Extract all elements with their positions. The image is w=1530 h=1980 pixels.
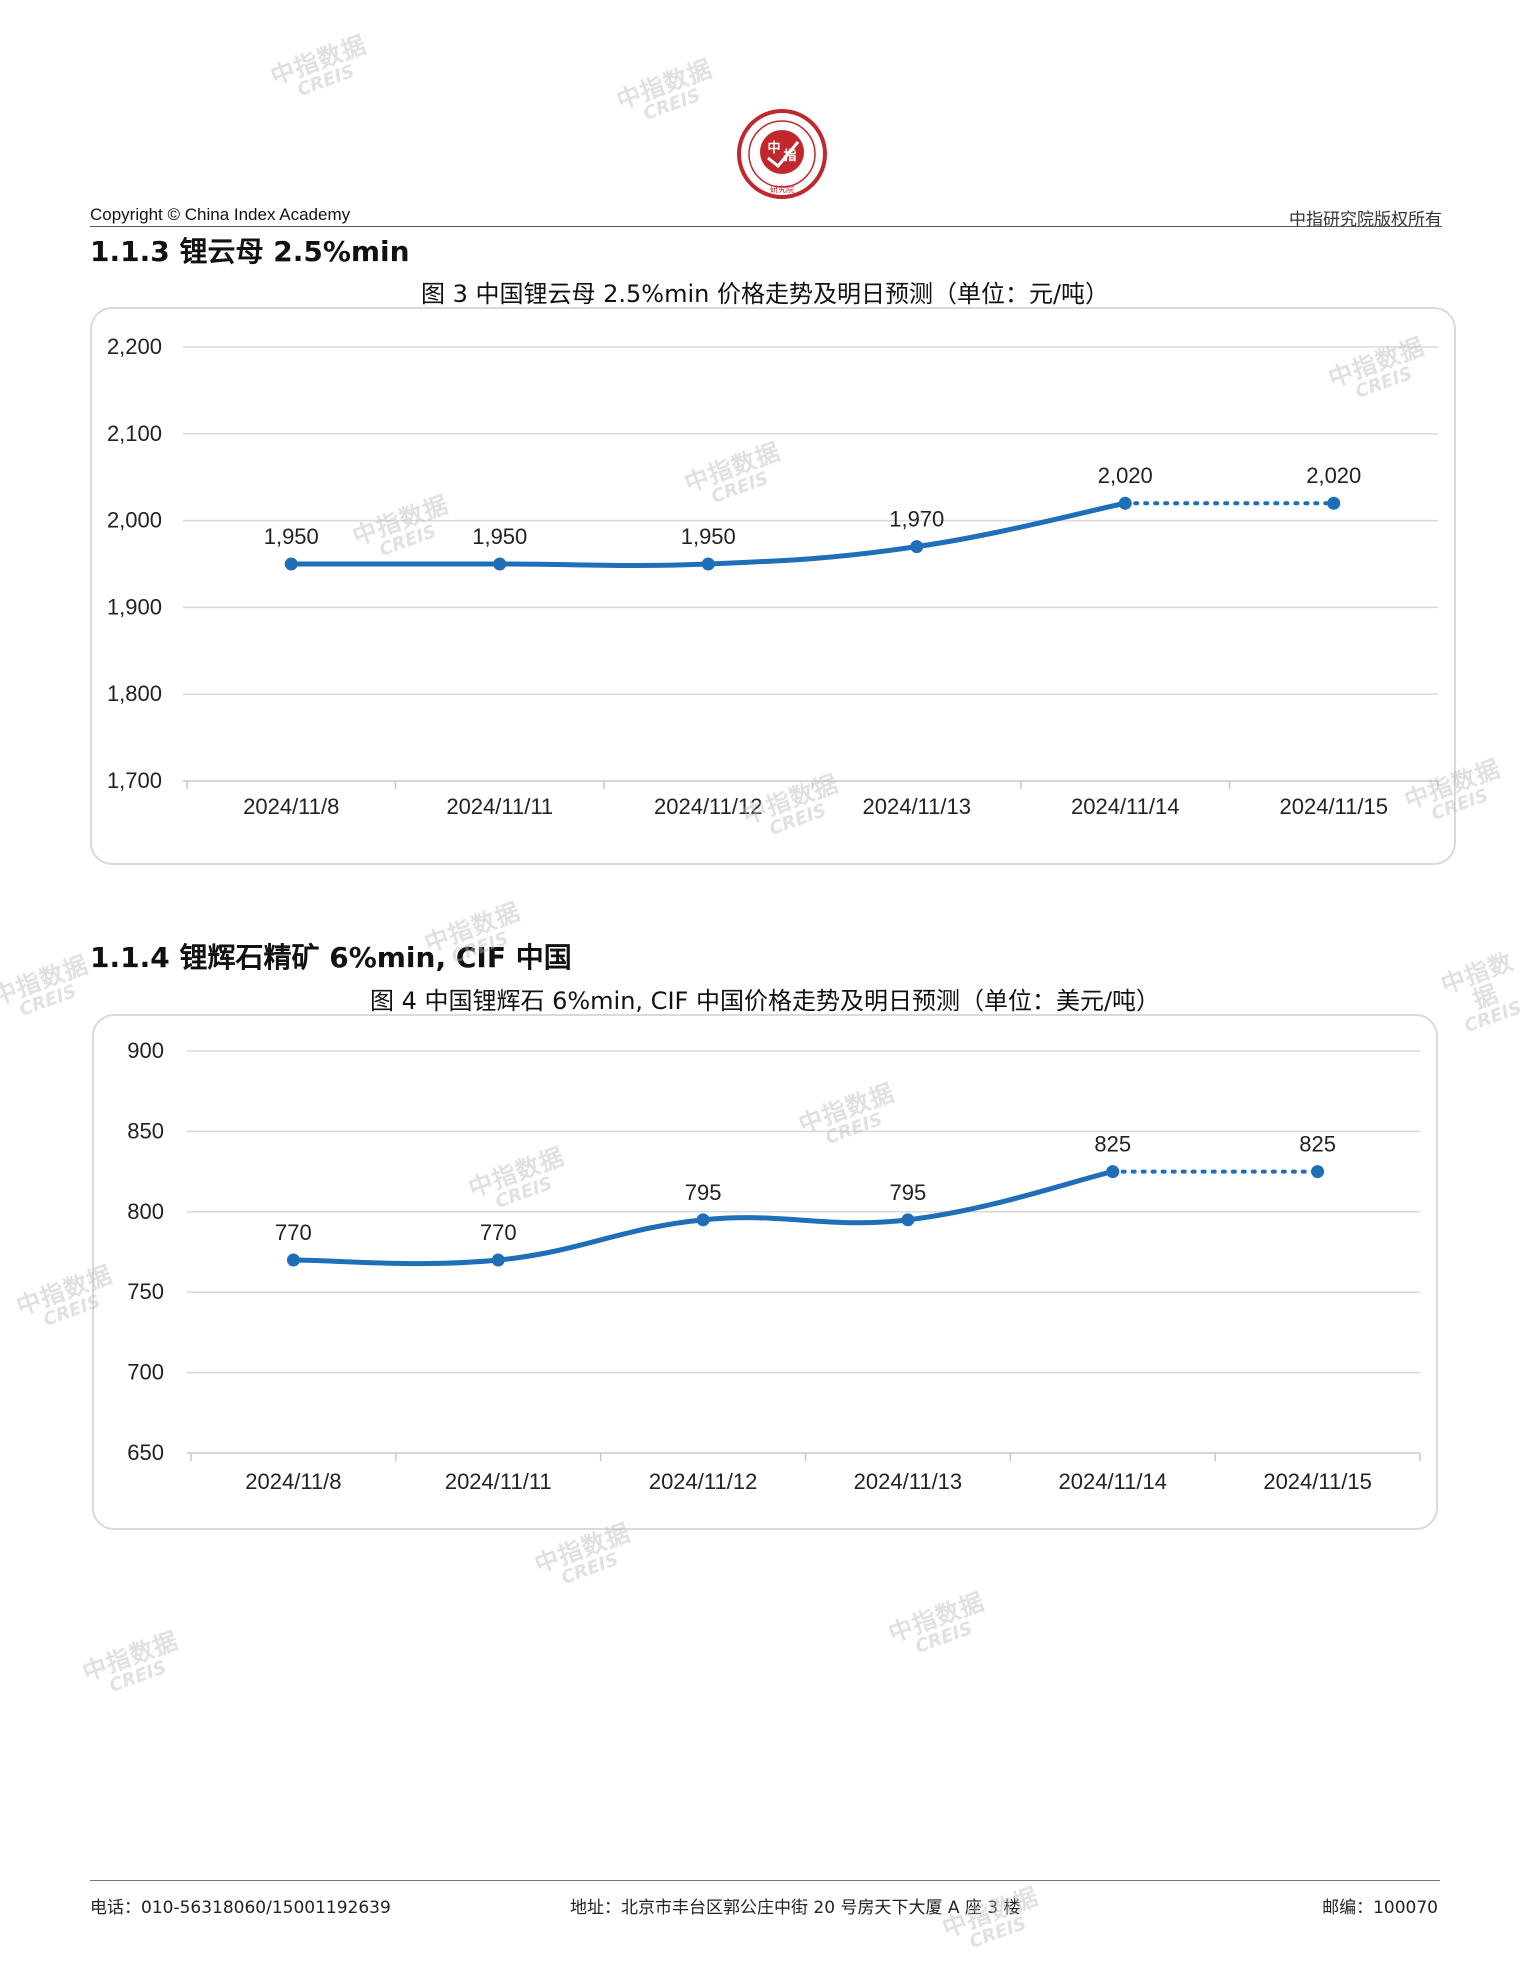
- data-label: 825: [1094, 1132, 1131, 1157]
- data-label: 1,950: [264, 524, 319, 549]
- y-tick-label: 900: [127, 1038, 164, 1063]
- x-tick-label: 2024/11/12: [654, 794, 762, 819]
- data-point: [701, 557, 715, 571]
- x-tick-label: 2024/11/8: [245, 1469, 341, 1494]
- watermark: 中指数据 CREIS: [78, 1626, 183, 1697]
- y-tick-label: 800: [127, 1199, 164, 1224]
- y-tick-label: 1,900: [107, 594, 162, 619]
- y-tick-label: 1,700: [107, 768, 162, 793]
- chart-title-lepidolite: 图 3 中国锂云母 2.5%min 价格走势及明日预测（单位：元/吨）: [420, 280, 1110, 308]
- x-tick-label: 2024/11/15: [1263, 1469, 1371, 1494]
- data-label: 1,950: [472, 524, 527, 549]
- watermark: 中指数据 CREIS: [612, 54, 717, 125]
- data-label: 2,020: [1098, 463, 1153, 488]
- y-tick-label: 750: [127, 1279, 164, 1304]
- data-point: [284, 557, 298, 571]
- y-tick-label: 2,100: [107, 421, 162, 446]
- data-label: 1,950: [681, 524, 736, 549]
- data-point: [1106, 1165, 1120, 1179]
- data-label: 795: [685, 1180, 722, 1205]
- header-rights: 中指研究院版权所有: [1289, 210, 1442, 230]
- data-label: 770: [480, 1220, 517, 1245]
- y-tick-label: 2,000: [107, 508, 162, 533]
- data-label: 825: [1299, 1132, 1336, 1157]
- x-tick-label: 2024/11/8: [243, 794, 339, 819]
- x-tick-label: 2024/11/15: [1280, 794, 1388, 819]
- y-tick-label: 650: [127, 1440, 164, 1465]
- x-tick-label: 2024/11/12: [649, 1469, 757, 1494]
- china-index-academy-logo: 中 指 研究院: [737, 109, 827, 199]
- y-tick-label: 700: [127, 1360, 164, 1385]
- y-tick-label: 850: [127, 1118, 164, 1143]
- data-point: [901, 1213, 915, 1227]
- x-tick-label: 2024/11/11: [446, 794, 553, 819]
- data-point: [1118, 496, 1132, 510]
- data-point: [286, 1253, 300, 1267]
- data-label: 1,970: [889, 507, 944, 532]
- chart-lepidolite-price: 1,700 1,800 1,900 2,000 2,100 2,200 2024/11/8 2…: [90, 307, 1456, 865]
- x-tick-label: 2024/11/13: [863, 794, 971, 819]
- chart-spodumene-price: 650 700 750 800 850 900 2024/11/8 2024/11/11 202…: [92, 1014, 1438, 1530]
- footer-divider: [90, 1880, 1440, 1881]
- watermark: 中指数据 CREIS: [266, 30, 371, 101]
- y-tick-label: 2,200: [107, 334, 162, 359]
- data-point: [1311, 1165, 1325, 1179]
- footer-postcode: 邮编：100070: [1322, 1898, 1438, 1918]
- data-label: 2,020: [1306, 463, 1361, 488]
- data-point: [696, 1213, 710, 1227]
- data-point: [910, 540, 924, 554]
- x-tick-label: 2024/11/11: [445, 1469, 552, 1494]
- data-point: [491, 1253, 505, 1267]
- logo-bottom-text: 研究院: [770, 184, 794, 194]
- x-tick-label: 2024/11/13: [854, 1469, 962, 1494]
- y-tick-label: 1,800: [107, 681, 162, 706]
- section-title-lepidolite: 1.1.3 锂云母 2.5%min: [90, 235, 410, 268]
- logo-char-2: 指: [783, 148, 796, 164]
- data-point: [1327, 496, 1341, 510]
- section-title-spodumene: 1.1.4 锂辉石精矿 6%min, CIF 中国: [90, 941, 572, 974]
- data-label: 795: [890, 1180, 927, 1205]
- data-label: 770: [275, 1220, 312, 1245]
- logo-char-1: 中: [767, 140, 780, 156]
- data-point: [493, 557, 507, 571]
- x-tick-label: 2024/11/14: [1059, 1469, 1167, 1494]
- footer-address: 地址：北京市丰台区郭公庄中街 20 号房天下大厦 A 座 3 楼: [570, 1898, 1021, 1918]
- watermark: 中指数据 CREIS: [884, 1587, 989, 1658]
- chart-title-spodumene: 图 4 中国锂辉石 6%min, CIF 中国价格走势及明日预测（单位：美元/吨…: [369, 987, 1161, 1015]
- header-copyright: Copyright © China Index Academy: [90, 205, 351, 224]
- header-divider: [90, 226, 1442, 227]
- footer-phone: 电话：010-56318060/15001192639: [90, 1898, 391, 1918]
- x-tick-label: 2024/11/14: [1071, 794, 1179, 819]
